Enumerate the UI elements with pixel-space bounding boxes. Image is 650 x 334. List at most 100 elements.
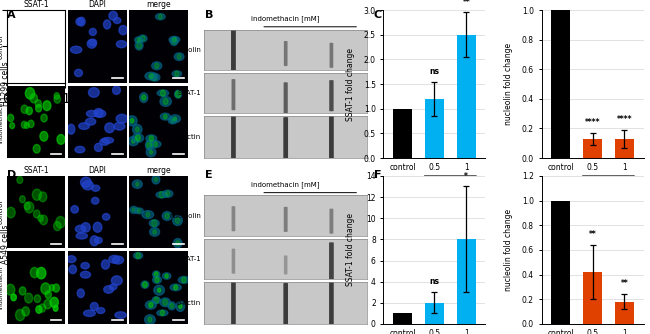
Ellipse shape — [92, 197, 99, 204]
Circle shape — [135, 127, 139, 132]
Circle shape — [130, 119, 134, 123]
Circle shape — [56, 216, 65, 228]
Ellipse shape — [89, 39, 97, 46]
Circle shape — [170, 303, 174, 308]
Ellipse shape — [176, 301, 185, 311]
Ellipse shape — [161, 113, 170, 120]
Ellipse shape — [132, 134, 144, 142]
Circle shape — [28, 120, 34, 128]
Text: control: control — [224, 198, 249, 204]
Circle shape — [176, 241, 180, 245]
Ellipse shape — [145, 72, 157, 80]
Ellipse shape — [69, 265, 77, 274]
Bar — [425, 303, 444, 324]
Circle shape — [149, 73, 153, 78]
Title: DAPI: DAPI — [88, 166, 106, 175]
Ellipse shape — [154, 285, 164, 295]
Ellipse shape — [146, 148, 156, 157]
Y-axis label: control: control — [0, 200, 4, 224]
Ellipse shape — [76, 233, 87, 239]
Ellipse shape — [90, 236, 99, 246]
Ellipse shape — [173, 215, 183, 225]
Circle shape — [172, 37, 176, 42]
Title: merge: merge — [146, 166, 171, 175]
Ellipse shape — [86, 111, 97, 117]
Ellipse shape — [109, 11, 118, 20]
Circle shape — [165, 274, 168, 278]
Circle shape — [17, 176, 23, 183]
Circle shape — [149, 303, 153, 308]
Ellipse shape — [75, 225, 86, 233]
Circle shape — [32, 189, 42, 200]
Text: C: C — [374, 10, 382, 20]
Ellipse shape — [109, 256, 120, 263]
Circle shape — [58, 22, 65, 31]
Text: indomethacin [mM]: indomethacin [mM] — [252, 181, 320, 188]
Circle shape — [44, 300, 51, 309]
Bar — [393, 313, 412, 324]
Ellipse shape — [97, 308, 105, 314]
Circle shape — [157, 288, 161, 292]
Ellipse shape — [133, 253, 142, 259]
Ellipse shape — [146, 140, 153, 150]
FancyBboxPatch shape — [330, 80, 333, 111]
Ellipse shape — [79, 123, 90, 129]
Circle shape — [34, 48, 40, 55]
Circle shape — [39, 192, 47, 202]
Ellipse shape — [105, 123, 114, 133]
Circle shape — [175, 218, 180, 223]
Circle shape — [54, 93, 59, 99]
Ellipse shape — [83, 181, 94, 190]
Ellipse shape — [112, 86, 120, 95]
Ellipse shape — [92, 185, 99, 191]
Ellipse shape — [94, 109, 103, 117]
Circle shape — [155, 277, 159, 283]
Title: SSAT-1: SSAT-1 — [23, 166, 49, 175]
Y-axis label: nucleolin fold change: nucleolin fold change — [504, 43, 513, 125]
Ellipse shape — [152, 297, 161, 304]
Ellipse shape — [87, 39, 96, 48]
Text: D: D — [6, 170, 16, 180]
Circle shape — [181, 277, 186, 283]
Circle shape — [25, 45, 32, 55]
Circle shape — [45, 291, 51, 299]
Ellipse shape — [81, 177, 91, 187]
Ellipse shape — [70, 46, 82, 53]
Text: nucleolin: nucleolin — [169, 47, 201, 53]
Circle shape — [153, 142, 157, 147]
Text: β-actin: β-actin — [177, 300, 201, 306]
FancyBboxPatch shape — [284, 41, 287, 66]
Circle shape — [147, 142, 152, 148]
Bar — [425, 99, 444, 158]
Circle shape — [41, 114, 47, 122]
Circle shape — [163, 99, 168, 105]
Ellipse shape — [138, 35, 147, 42]
Ellipse shape — [157, 90, 168, 96]
Ellipse shape — [114, 18, 121, 23]
Text: 0.5: 0.5 — [300, 32, 311, 38]
Text: **: ** — [589, 230, 597, 239]
Ellipse shape — [81, 223, 90, 232]
Circle shape — [6, 284, 15, 295]
Circle shape — [25, 293, 32, 303]
Text: nucleolin: nucleolin — [169, 213, 201, 219]
Circle shape — [159, 14, 162, 19]
Circle shape — [175, 71, 179, 76]
Circle shape — [57, 49, 65, 59]
Ellipse shape — [174, 238, 182, 248]
Circle shape — [8, 114, 14, 122]
Ellipse shape — [142, 211, 153, 218]
Circle shape — [25, 202, 34, 213]
Ellipse shape — [103, 213, 110, 220]
Text: H1299 cells: H1299 cells — [1, 61, 10, 106]
Circle shape — [137, 209, 140, 213]
Circle shape — [37, 15, 42, 22]
Text: control: control — [224, 32, 249, 38]
FancyBboxPatch shape — [329, 281, 333, 326]
Ellipse shape — [162, 273, 171, 279]
Text: SSAT-1: SSAT-1 — [177, 90, 201, 96]
Circle shape — [36, 306, 42, 313]
FancyBboxPatch shape — [231, 206, 235, 231]
Circle shape — [161, 310, 164, 316]
Ellipse shape — [170, 115, 181, 123]
